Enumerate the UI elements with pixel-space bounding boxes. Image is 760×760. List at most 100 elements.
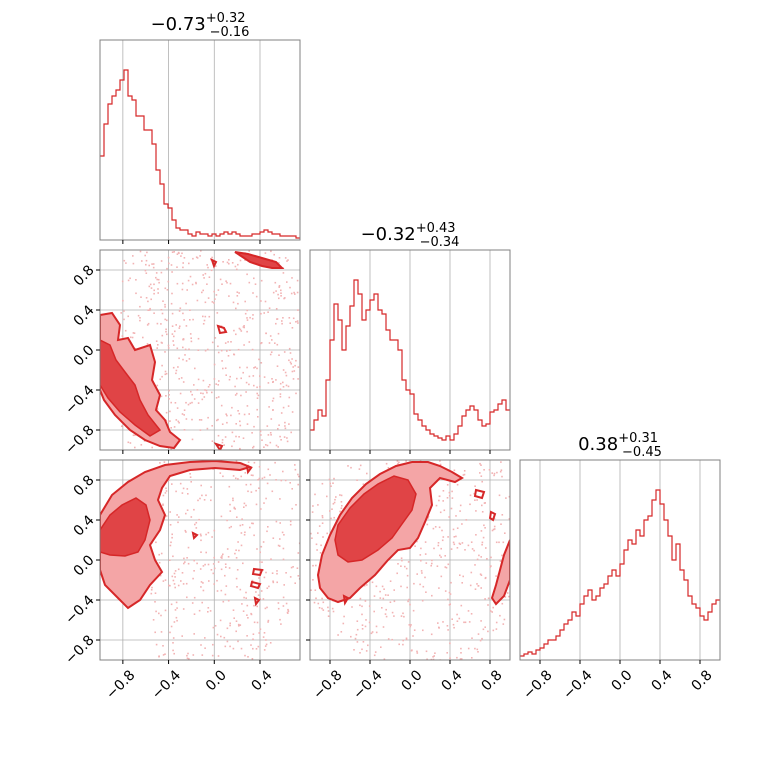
scatter-point xyxy=(496,471,498,474)
scatter-point xyxy=(161,312,164,315)
scatter-point xyxy=(239,588,242,591)
scatter-point xyxy=(374,651,377,653)
scatter-point xyxy=(155,272,158,274)
scatter-point xyxy=(177,521,179,524)
scatter-point xyxy=(379,597,382,599)
scatter-point xyxy=(479,472,481,474)
scatter-point xyxy=(256,605,258,608)
scatter-point xyxy=(448,591,451,594)
scatter-point xyxy=(186,654,188,657)
contour-2-1-right-arc xyxy=(490,539,510,606)
scatter-point xyxy=(258,487,260,489)
scatter-point xyxy=(184,348,187,351)
scatter-point xyxy=(487,630,489,633)
scatter-point xyxy=(442,490,445,492)
scatter-point xyxy=(202,323,205,325)
scatter-point xyxy=(383,658,386,660)
scatter-point xyxy=(204,272,207,275)
scatter-point xyxy=(172,642,174,644)
scatter-point xyxy=(449,603,451,605)
scatter-point xyxy=(291,370,294,373)
hist-2-title-value: 0.38 xyxy=(578,434,618,455)
contour-2-0-density xyxy=(100,460,300,660)
scatter-point xyxy=(169,559,171,561)
scatter-point xyxy=(150,298,152,301)
scatter-point xyxy=(191,418,193,421)
scatter-point xyxy=(406,586,408,589)
scatter-point xyxy=(220,349,223,352)
scatter-point xyxy=(146,251,148,254)
scatter-point xyxy=(449,657,451,659)
scatter-point xyxy=(297,483,299,486)
scatter-point xyxy=(211,536,213,538)
scatter-point xyxy=(277,332,280,335)
scatter-point xyxy=(200,539,202,542)
scatter-point xyxy=(127,279,130,282)
scatter-point xyxy=(160,631,163,633)
scatter-point xyxy=(210,258,212,261)
scatter-point xyxy=(228,262,230,265)
scatter-point xyxy=(200,551,202,553)
scatter-point xyxy=(382,626,385,628)
scatter-point xyxy=(243,413,246,416)
scatter-point xyxy=(402,612,404,615)
scatter-point xyxy=(253,277,255,280)
scatter-point xyxy=(311,511,314,513)
scatter-point xyxy=(202,274,204,276)
scatter-point xyxy=(314,493,316,496)
scatter-point xyxy=(212,643,214,646)
scatter-point xyxy=(278,285,281,287)
scatter-point xyxy=(293,370,296,372)
scatter-point xyxy=(315,543,318,546)
scatter-point xyxy=(469,494,472,497)
scatter-point xyxy=(178,327,181,329)
scatter-point xyxy=(187,546,190,549)
scatter-point xyxy=(475,534,477,536)
scatter-point xyxy=(291,507,293,510)
scatter-point xyxy=(158,655,160,658)
scatter-point xyxy=(393,589,395,591)
y-tick-label: −0.8 xyxy=(62,422,97,457)
scatter-point xyxy=(240,377,242,380)
scatter-point xyxy=(253,604,255,607)
scatter-point xyxy=(207,531,210,534)
scatter-point xyxy=(265,571,267,574)
scatter-point xyxy=(398,643,400,646)
scatter-point xyxy=(242,610,245,612)
scatter-point xyxy=(361,628,364,630)
scatter-point xyxy=(327,606,329,609)
scatter-point xyxy=(226,548,229,550)
scatter-point xyxy=(437,542,440,544)
scatter-point xyxy=(271,378,273,380)
scatter-point xyxy=(493,472,496,475)
scatter-point xyxy=(201,494,203,497)
scatter-point xyxy=(210,269,213,272)
scatter-point xyxy=(321,597,323,600)
scatter-point xyxy=(455,535,457,538)
scatter-point xyxy=(288,423,290,425)
scatter-point xyxy=(183,414,185,416)
scatter-point xyxy=(329,510,331,512)
scatter-point xyxy=(469,503,471,506)
scatter-point xyxy=(326,532,328,535)
scatter-point xyxy=(169,544,172,547)
scatter-point xyxy=(262,598,265,600)
scatter-point xyxy=(342,622,345,625)
scatter-point xyxy=(277,607,280,610)
scatter-point xyxy=(211,425,213,427)
scatter-point xyxy=(135,279,137,281)
scatter-point xyxy=(465,519,468,521)
scatter-point xyxy=(204,315,207,318)
scatter-point xyxy=(452,541,455,544)
scatter-point xyxy=(434,526,437,528)
scatter-point xyxy=(227,355,230,357)
scatter-point xyxy=(477,651,479,653)
scatter-point xyxy=(264,300,267,303)
scatter-point xyxy=(288,396,291,399)
scatter-point xyxy=(222,261,224,263)
scatter-point xyxy=(258,358,260,361)
contour-2-0-blob-b xyxy=(249,580,262,590)
scatter-point xyxy=(492,629,495,632)
scatter-point xyxy=(278,297,280,300)
scatter-point xyxy=(215,294,218,296)
